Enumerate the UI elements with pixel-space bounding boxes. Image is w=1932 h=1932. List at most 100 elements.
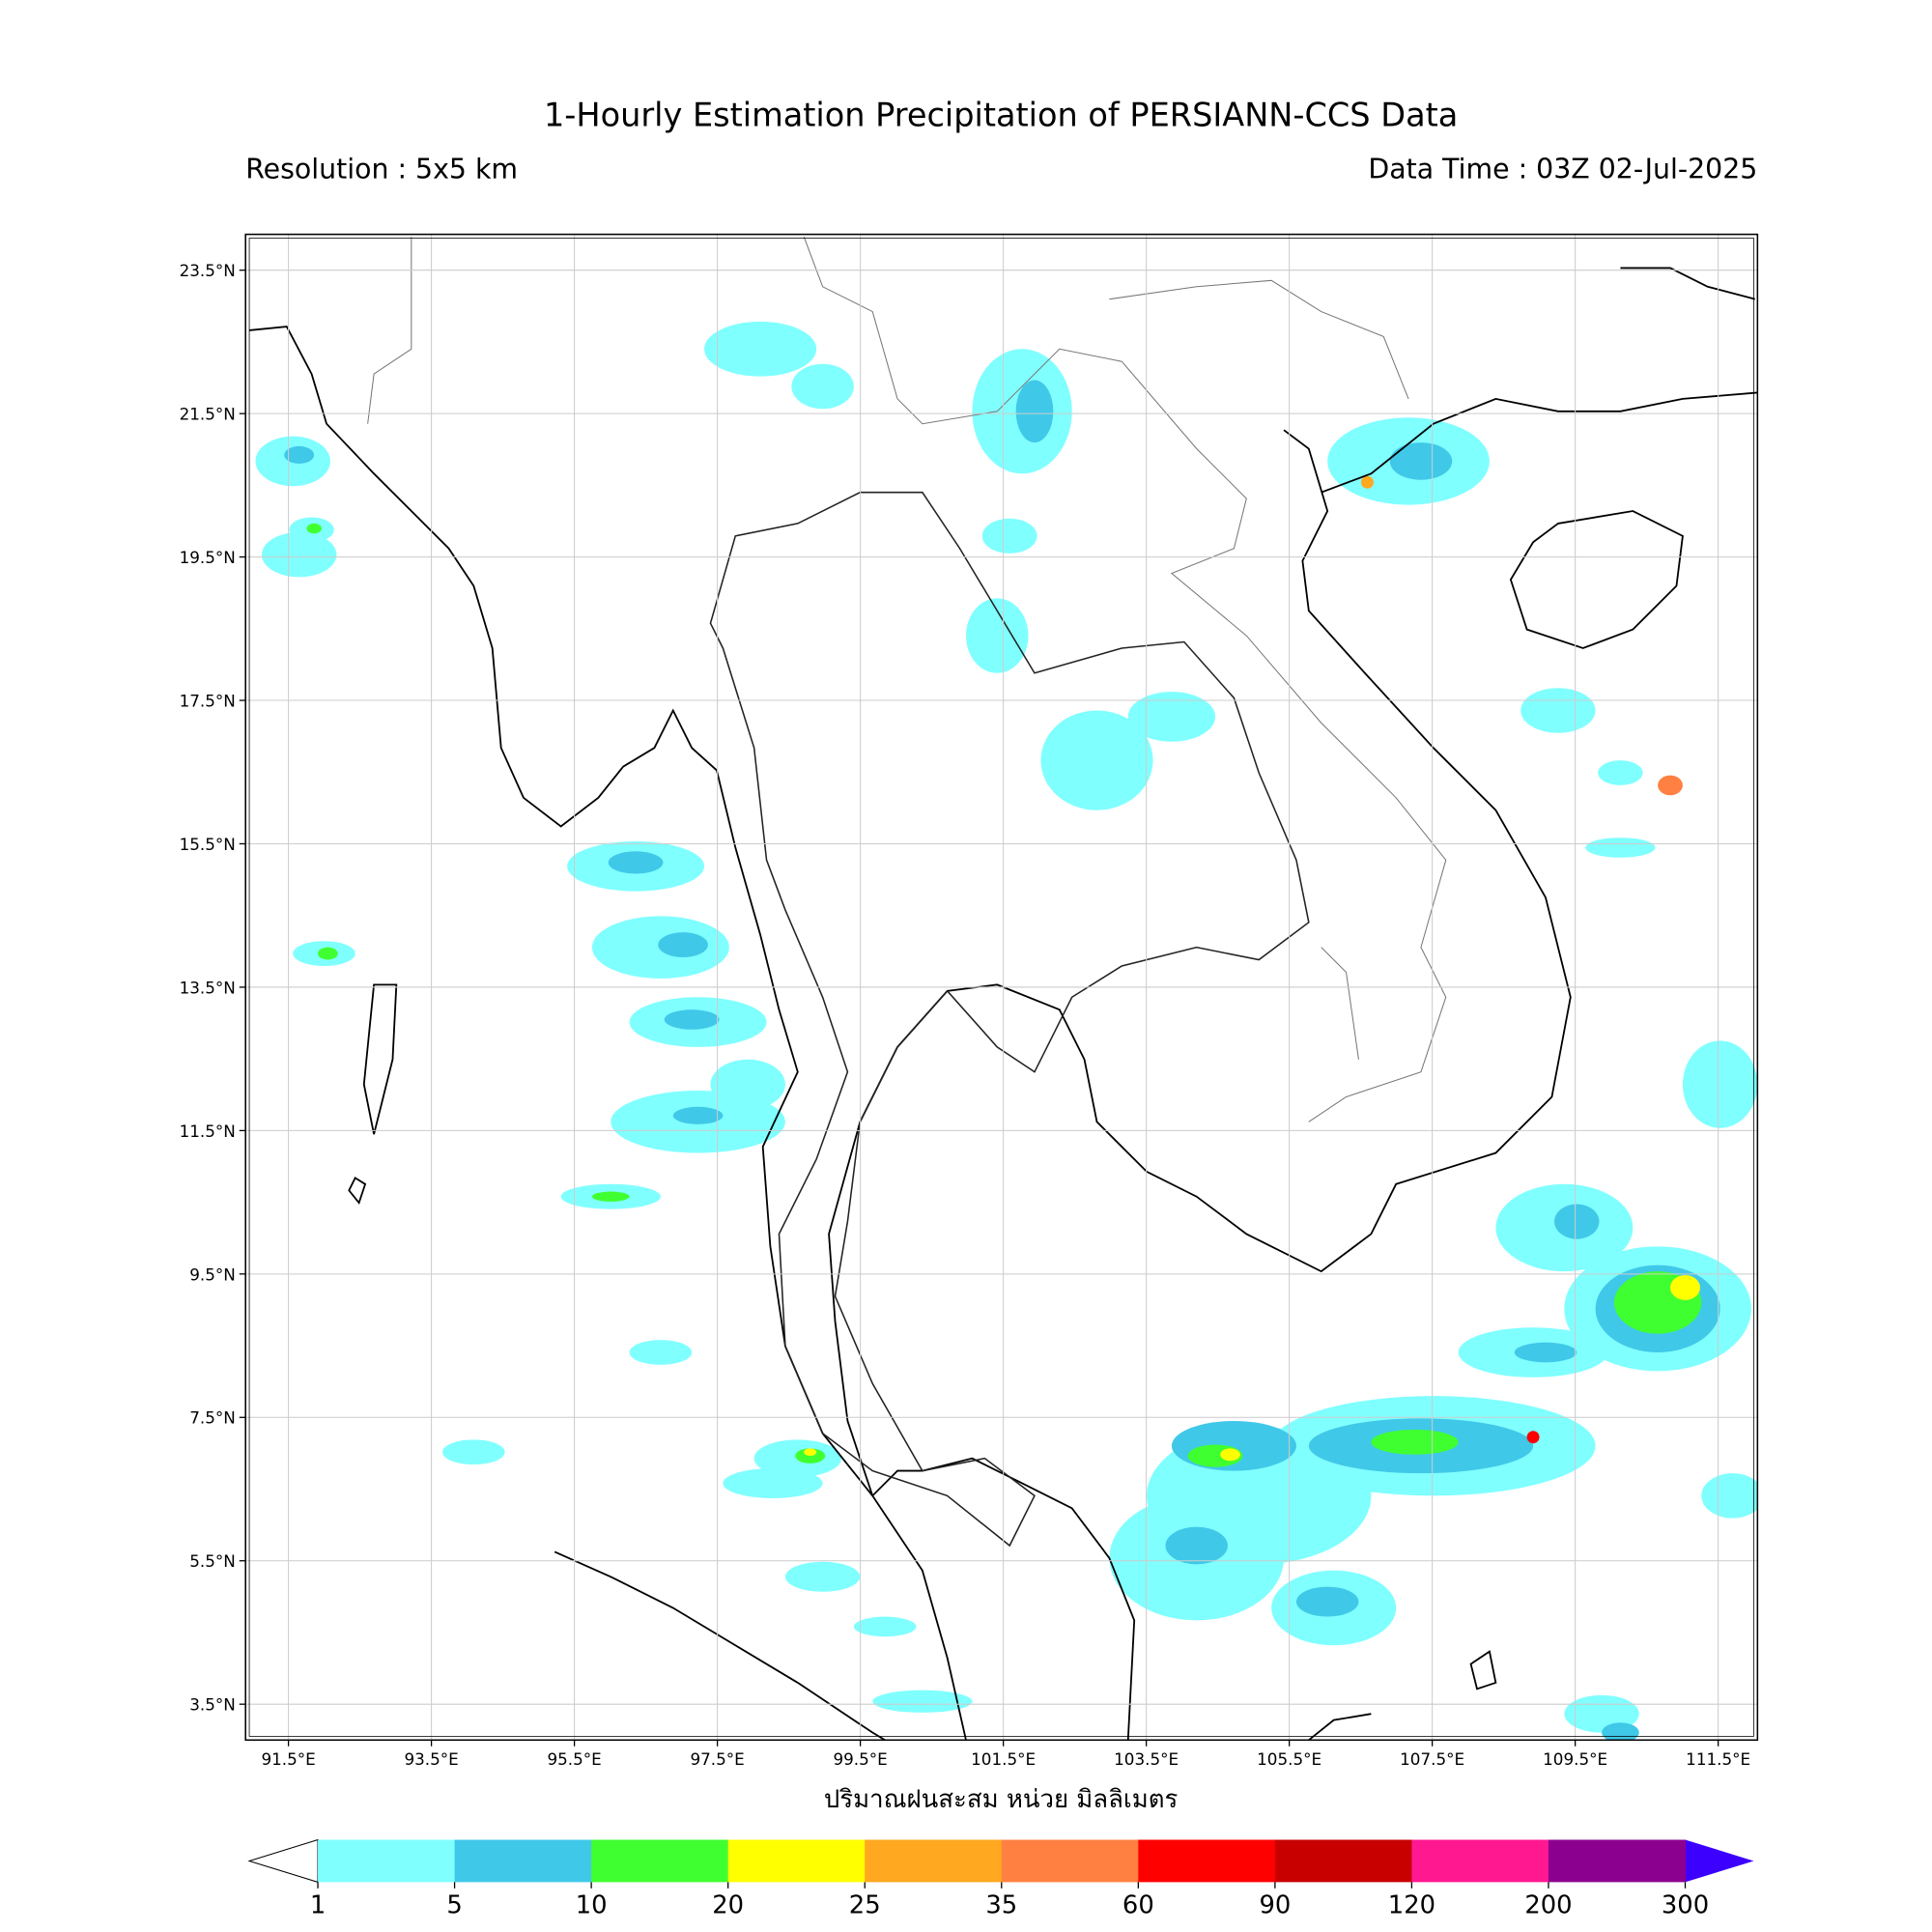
precip-area <box>981 518 1037 554</box>
precip-area <box>1389 442 1453 480</box>
precip-area <box>723 1468 823 1498</box>
precip-area <box>261 531 337 578</box>
map-frame <box>244 233 1759 1742</box>
colorbar-tick-label: 10 <box>576 1891 608 1920</box>
colorbar-tick-label: 1 <box>310 1891 326 1920</box>
coastline <box>871 1457 1136 1741</box>
precip-area <box>1701 1473 1758 1519</box>
coastline <box>1469 1650 1497 1690</box>
precip-area <box>1165 1526 1228 1565</box>
coastline <box>828 429 1572 1496</box>
x-axis-label: ปริมาณฝนสะสม หน่วย มิลลิเมตร <box>824 1785 1179 1814</box>
colorbar-segment <box>454 1839 592 1883</box>
colorbar-tick-label: 60 <box>1122 1891 1154 1920</box>
data-time: Data Time : 03Z 02-Jul-2025 <box>1368 154 1757 185</box>
precip-area <box>1127 692 1216 742</box>
precip-area <box>1295 1586 1359 1617</box>
lon-tick-label: 103.5°E <box>1114 1749 1179 1769</box>
colorbar-segment <box>1274 1839 1413 1883</box>
colorbar-segment <box>1001 1839 1139 1883</box>
colorbar-under <box>247 1838 319 1884</box>
lat-tick-label: 5.5°N <box>189 1551 236 1571</box>
precip-area <box>1670 1275 1700 1300</box>
precip-area <box>704 321 817 377</box>
coastline <box>1321 391 1758 494</box>
colorbar-tick-label: 120 <box>1388 1891 1435 1920</box>
colorbar-over <box>1685 1839 1754 1883</box>
precip-area <box>318 947 338 960</box>
precip-area <box>664 1009 720 1030</box>
precip-area <box>608 851 664 874</box>
colorbar-segment <box>1411 1839 1549 1883</box>
map: 91.5°E 93.5°E 95.5°E 97.5°E 99.5°E 101.5°E 103… <box>180 233 1759 1769</box>
precip-area <box>784 1561 861 1592</box>
coastline <box>554 1550 886 1741</box>
map-content <box>248 236 1758 1741</box>
precip-area <box>966 598 1029 673</box>
lon-tick-label: 99.5°E <box>833 1749 887 1769</box>
lat-tick-label: 11.5°N <box>180 1122 236 1141</box>
precip-area <box>306 523 322 534</box>
lon-tick-label: 107.5°E <box>1400 1749 1464 1769</box>
precip-area <box>853 1616 917 1637</box>
precip-area <box>1220 1448 1240 1462</box>
precip-area <box>591 1191 630 1202</box>
precip-area <box>1554 1204 1600 1239</box>
colorbar-tick-label: 25 <box>849 1891 881 1920</box>
precip-area <box>658 932 708 957</box>
lat-tick-label: 3.5°N <box>189 1695 236 1715</box>
precip-area <box>804 1448 817 1457</box>
precip-area <box>1361 475 1374 489</box>
precip-area <box>791 363 854 410</box>
colorbar-tick-label: 200 <box>1524 1891 1572 1920</box>
precip-area <box>1040 710 1153 810</box>
coastline <box>1509 510 1684 649</box>
lon-tick-label: 97.5°E <box>690 1749 744 1769</box>
resolution: Resolution : 5x5 km <box>245 154 518 185</box>
precip-area <box>1658 775 1683 796</box>
lat-tick-label: 23.5°N <box>180 261 236 280</box>
lat-tick-label: 13.5°N <box>180 978 236 997</box>
lon-tick-label: 111.5°E <box>1686 1749 1750 1769</box>
precip-area <box>1602 1722 1639 1741</box>
colorbar-tick-label: 20 <box>712 1891 744 1920</box>
lat-tick-label: 9.5°N <box>189 1264 236 1284</box>
colorbar-segment <box>727 1839 866 1883</box>
precip-area <box>1598 760 1643 785</box>
coastline <box>362 983 398 1135</box>
precip-area <box>284 445 315 464</box>
precip-area <box>629 1340 693 1365</box>
coastline <box>248 326 967 1741</box>
precip-area <box>672 1106 724 1124</box>
lon-tick-label: 109.5°E <box>1543 1749 1607 1769</box>
coastline <box>1308 1713 1372 1741</box>
precip-area <box>1371 1430 1459 1455</box>
colorbar: 1 5 10 20 25 35 60 90 120 200 300 <box>247 1838 1754 1920</box>
colorbar-segment <box>591 1839 729 1883</box>
lat-tick-label: 15.5°N <box>180 835 236 854</box>
colorbar-segment <box>318 1839 456 1883</box>
precip-area <box>872 1690 973 1713</box>
colorbar-tick-label: 90 <box>1259 1891 1291 1920</box>
country-border <box>367 236 1447 1122</box>
precip-area <box>1015 380 1054 443</box>
coastline <box>348 1177 367 1206</box>
colorbar-tick-label: 35 <box>985 1891 1017 1920</box>
precip-area <box>710 1059 785 1110</box>
lon-tick-label: 101.5°E <box>971 1749 1036 1769</box>
lat-tick-label: 21.5°N <box>180 405 236 424</box>
title: 1-Hourly Estimation Precipitation of PER… <box>544 96 1458 133</box>
lat-tick-label: 19.5°N <box>180 548 236 567</box>
colorbar-tick-label: 300 <box>1662 1891 1709 1920</box>
coastline <box>1620 267 1756 300</box>
lat-tick-label: 7.5°N <box>189 1408 236 1428</box>
colorbar-segment <box>1548 1839 1687 1883</box>
map-frame-inner <box>248 238 1754 1737</box>
colorbar-segment <box>1138 1839 1276 1883</box>
lon-tick-label: 95.5°E <box>547 1749 601 1769</box>
lon-tick-label: 91.5°E <box>261 1749 315 1769</box>
lon-tick-label: 93.5°E <box>404 1749 458 1769</box>
precip-area <box>442 1439 505 1465</box>
colorbar-tick-label: 5 <box>446 1891 462 1920</box>
